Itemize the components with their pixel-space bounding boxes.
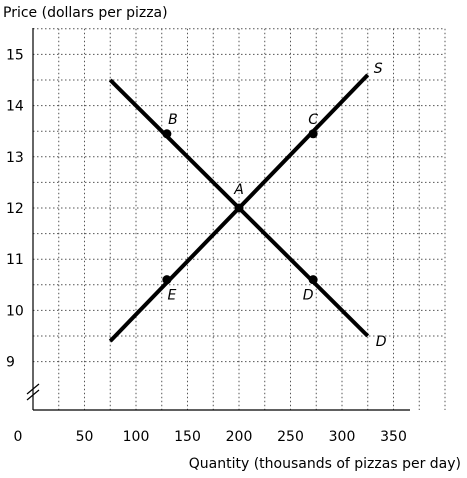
data-point bbox=[308, 129, 318, 139]
x-tick-label: 250 bbox=[277, 429, 304, 445]
y-tick-label: 12 bbox=[6, 201, 24, 217]
point-label: A bbox=[233, 182, 244, 198]
data-point bbox=[162, 275, 172, 285]
y-tick-label: 13 bbox=[6, 150, 24, 166]
point-label: B bbox=[168, 112, 178, 128]
curves: SD bbox=[108, 61, 387, 350]
x-tick-label: 300 bbox=[329, 429, 356, 445]
point-label: D bbox=[303, 288, 314, 304]
points: A B C D E bbox=[162, 112, 318, 304]
x-tick-label: 100 bbox=[123, 429, 150, 445]
x-tick-label: 150 bbox=[174, 429, 201, 445]
y-tick-label: 14 bbox=[6, 99, 24, 115]
curve-label: D bbox=[376, 334, 387, 350]
y-axis-break-icon bbox=[26, 383, 40, 401]
point-label: C bbox=[308, 112, 318, 128]
data-point bbox=[234, 203, 244, 213]
grid bbox=[33, 28, 446, 410]
y-tick-label: 9 bbox=[6, 355, 15, 371]
x-axis-title: Quantity (thousands of pizzas per day) bbox=[189, 456, 461, 472]
x-tick-label: 200 bbox=[226, 429, 253, 445]
y-tick-label: 15 bbox=[6, 47, 24, 63]
tick-labels: 0 50 100 150 200 250 300 350 9 10 11 12 13 14 15 bbox=[6, 47, 407, 445]
data-point bbox=[308, 275, 318, 285]
point-label: E bbox=[167, 288, 176, 304]
curve-label: S bbox=[374, 61, 383, 77]
y-axis-title: Price (dollars per pizza) bbox=[3, 5, 168, 21]
data-point bbox=[162, 129, 172, 139]
x-tick-label: 0 bbox=[14, 429, 23, 445]
x-tick-label: 350 bbox=[380, 429, 407, 445]
y-tick-label: 10 bbox=[6, 303, 24, 319]
axes bbox=[26, 28, 410, 411]
x-tick-label: 50 bbox=[76, 429, 94, 445]
y-tick-label: 11 bbox=[6, 252, 24, 268]
